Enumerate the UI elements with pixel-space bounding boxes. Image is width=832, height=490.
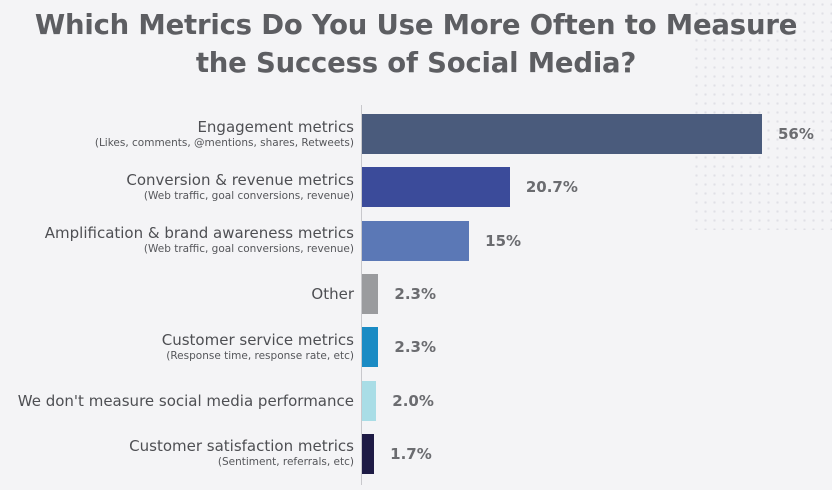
category-label-main-4: Customer service metrics	[161, 330, 354, 349]
category-label-sub-1: (Web traffic, goal conversions, revenue)	[143, 189, 354, 202]
value-label-0: 56%	[778, 125, 814, 143]
category-label-main-2: Amplification & brand awareness metrics	[44, 224, 354, 243]
category-label-0: Engagement metrics (Likes, comments, @men…	[95, 118, 354, 150]
bar-3	[362, 273, 379, 314]
category-axis-line	[361, 105, 362, 485]
category-label-2: Amplification & brand awareness metrics(…	[45, 224, 354, 256]
category-label-sub-2: (Web traffic, goal conversions, revenue)	[143, 243, 354, 256]
chart-title-line-1: Which Metrics Do You Use More Often to M…	[34, 9, 798, 41]
value-label-3: 2.3%	[394, 284, 437, 303]
value-label-5: 2.0%	[392, 391, 434, 410]
category-label-5: We don't measure social media performanc…	[18, 392, 354, 410]
bar-5	[362, 380, 377, 421]
category-label-6: Customer satisfaction metrics (Sentiment,…	[129, 437, 354, 469]
value-label-1: 20.7%	[525, 178, 578, 197]
category-label-main-0: Engagement metrics	[197, 117, 354, 136]
category-label-sub-4: (Response time, response rate, etc)	[166, 349, 354, 362]
bar-1	[362, 167, 510, 208]
category-label-sub-0: (Likes, comments, @mentions, shares, Ret…	[94, 136, 354, 149]
chart-title: Which Metrics Do You Use More Often to M…	[0, 6, 832, 82]
category-label-3: Other	[311, 285, 354, 303]
bar-6	[362, 433, 375, 474]
category-label-main-6: Customer satisfaction metrics	[129, 437, 354, 456]
chart-title-line-2: the Success of Social Media?	[195, 47, 637, 79]
category-label-1: Conversion & revenue metrics (Web traffic…	[126, 171, 354, 203]
category-label-main-3: Other	[311, 284, 354, 303]
value-label-6: 1.7%	[390, 444, 432, 463]
bar-2	[362, 220, 470, 261]
bar-0	[362, 114, 762, 154]
category-label-main-5: We don't measure social media performanc…	[17, 391, 354, 410]
category-label-4: Customer service metrics (Response time, …	[162, 331, 354, 363]
bar-4	[362, 327, 379, 368]
category-label-sub-6: (Sentiment, referrals, etc)	[217, 456, 354, 469]
category-label-main-1: Conversion & revenue metrics	[126, 170, 354, 189]
value-label-2: 15%	[485, 231, 522, 250]
value-label-4: 2.3%	[394, 338, 437, 357]
